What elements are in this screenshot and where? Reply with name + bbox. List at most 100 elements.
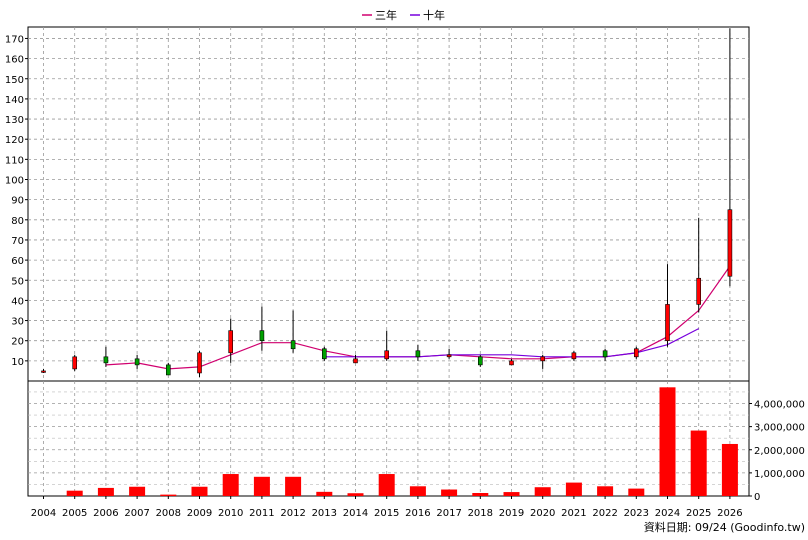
volume-bar [597,486,614,496]
year-tick-label: 2025 [686,508,711,519]
volume-bar [347,493,364,496]
price-tick-label: 10 [11,357,24,368]
year-tick-label: 2014 [343,508,368,519]
volume-bar [222,474,239,496]
candle-body [290,340,296,350]
year-tick-label: 2019 [499,508,524,519]
volume-bar [129,486,146,496]
volume-tick-label: 0 [754,492,760,503]
volume-bar [503,492,520,496]
price-tick-label: 60 [11,256,24,267]
candle-body [696,277,702,305]
legend-label-ten-year: 十年 [423,8,445,22]
volume-grid [28,381,749,496]
volume-bar [441,489,458,496]
price-tick-label: 70 [11,236,24,247]
candle-body [72,356,77,370]
year-tick-label: 2015 [374,508,399,519]
year-tick-label: 2004 [31,508,56,519]
price-tick-label: 170 [5,34,24,45]
year-tick-label: 2006 [93,508,118,519]
candle-body [384,350,390,360]
price-tick-label: 80 [11,216,24,227]
price-tick-label: 50 [11,276,24,287]
volume-tick-label: 1,000,000 [754,469,805,480]
candlesticks [41,28,733,377]
volume-bar [721,443,738,496]
candle-body [540,356,546,362]
year-axis: 2004 2005 2006 2007 2008 2009 2010 2011 2012 2013… [31,496,743,519]
candle-body [228,330,233,354]
volume-bar [378,474,395,496]
candle-body [321,348,327,360]
year-tick-label: 2008 [156,508,181,519]
year-tick-label: 2011 [249,508,274,519]
volume-bar [316,491,333,496]
year-tick-label: 2005 [62,508,87,519]
volume-tick-label: 4,000,000 [754,400,805,411]
volume-bar [285,476,302,496]
price-tick-label: 30 [11,317,24,328]
volume-bar [534,487,551,496]
price-tick-label: 90 [11,196,24,207]
source-note: 資料日期: 09/24 (Goodinfo.tw) [644,520,805,534]
price-tick-label: 100 [5,176,24,187]
year-tick-label: 2016 [405,508,430,519]
year-tick-label: 2007 [124,508,149,519]
price-grid [28,27,749,381]
candle-body [353,358,358,364]
year-tick-label: 2023 [624,508,649,519]
year-tick-label: 2021 [561,508,586,519]
year-tick-label: 2022 [592,508,617,519]
candle-body [727,209,733,277]
year-tick-label: 2009 [187,508,212,519]
price-tick-label: 150 [5,75,24,86]
legend-label-three-year: 三年 [375,8,397,22]
price-plot-area [27,26,750,382]
legend: 三年 十年 [362,8,445,22]
volume-bar [409,486,426,496]
volume-bar [472,492,489,496]
volume-tick-label: 2,000,000 [754,446,805,457]
candle-body [446,354,452,358]
price-tick-label: 130 [5,115,24,126]
volume-bar [191,486,208,496]
candle-body [602,350,608,358]
volume-bar [66,490,83,496]
year-tick-label: 2024 [655,508,680,519]
candle-body [259,330,265,341]
volume-bar [565,482,582,496]
volume-bar [160,494,177,496]
volume-bars [66,387,738,496]
candle-body [166,364,171,376]
volume-tick-label: 3,000,000 [754,423,805,434]
volume-bar [628,488,645,496]
price-tick-label: 160 [5,55,24,66]
volume-bar [253,476,270,496]
year-tick-label: 2026 [717,508,742,519]
candle-body [633,348,639,358]
candle-body [477,356,483,366]
year-tick-label: 2012 [280,508,305,519]
candle-body [665,304,670,341]
candle-body [197,352,202,374]
price-tick-label: 120 [5,135,24,146]
candle-body [571,352,577,360]
price-axis: 10 20 30 40 50 60 70 80 90 100 110 120 130 140 150 160 1… [5,34,28,368]
candle-body [509,360,514,366]
price-tick-label: 20 [11,337,24,348]
volume-bar [690,430,707,496]
year-tick-label: 2017 [436,508,461,519]
year-tick-label: 2020 [530,508,555,519]
candle-body [134,358,140,366]
candle-body [415,350,421,358]
candle-body [103,356,109,364]
price-tick-label: 140 [5,95,24,106]
year-tick-label: 2010 [218,508,243,519]
price-tick-label: 110 [5,155,24,166]
price-tick-label: 40 [11,296,24,307]
candle-body [41,370,46,373]
year-tick-label: 2013 [312,508,337,519]
volume-axis: 0 1,000,000 2,000,000 3,000,000 4,000,000 [749,400,805,503]
